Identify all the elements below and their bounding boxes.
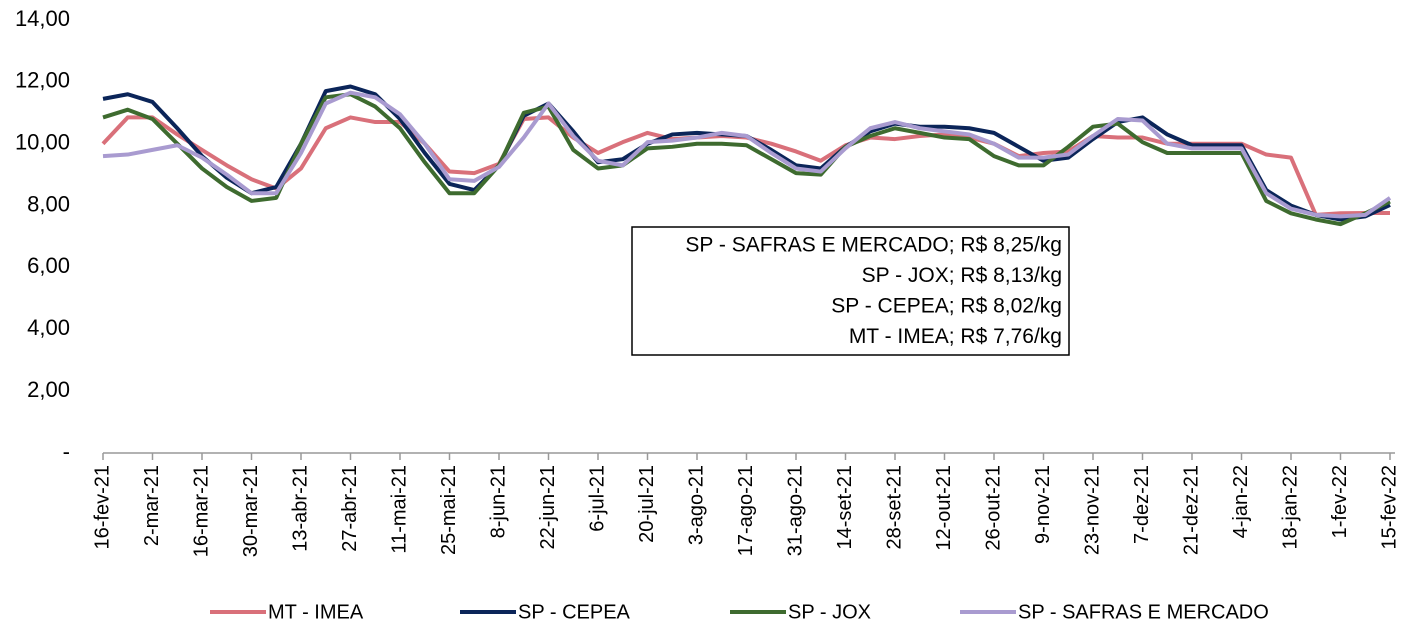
y-tick-label: 12,00 — [15, 68, 70, 93]
x-tick-label: 16-mar-21 — [190, 465, 212, 557]
x-tick-label: 20-jul-21 — [636, 465, 658, 543]
x-tick-label: 11-mai-21 — [388, 465, 410, 554]
series-line — [101, 115, 1390, 217]
x-tick-label: 3-ago-21 — [685, 465, 707, 545]
x-tick-label: 27-abr-21 — [339, 465, 361, 552]
x-tick-label: 30-mar-21 — [240, 465, 262, 557]
x-tick-label: 14-set-21 — [834, 465, 856, 550]
x-tick-label: 4-jan-22 — [1230, 465, 1252, 538]
legend-label: SP - JOX — [788, 601, 871, 623]
x-tick-label: 16-fev-21 — [91, 465, 113, 550]
annotation: MT - IMEA; R$ 7,76/kg — [849, 325, 1062, 348]
x-tick-label: 12-out-21 — [933, 465, 955, 551]
legend-label: MT - IMEA — [268, 601, 364, 623]
x-tick-label: 9-nov-21 — [1032, 465, 1054, 544]
x-tick-label: 18-jan-22 — [1279, 465, 1301, 550]
y-tick-label: 14,00 — [15, 6, 70, 31]
x-tick-label: 28-set-21 — [883, 465, 905, 550]
x-tick-label: 13-abr-21 — [289, 465, 311, 552]
x-tick-label: 23-nov-21 — [1081, 465, 1103, 555]
y-tick-label: - — [63, 439, 70, 464]
x-tick-label: 15-fev-22 — [1378, 465, 1400, 550]
legend-label: SP - CEPEA — [518, 601, 631, 623]
x-tick-label: 31-ago-21 — [784, 465, 806, 556]
x-tick-label: 6-jul-21 — [586, 465, 608, 532]
x-tick-label: 7-dez-21 — [1131, 465, 1153, 544]
legend-label: SP - SAFRAS E MERCADO — [1018, 601, 1269, 623]
y-tick-label: 4,00 — [27, 315, 70, 340]
x-tick-label: 22-jun-21 — [537, 465, 559, 550]
annotation: SP - SAFRAS E MERCADO; R$ 8,25/kg — [685, 234, 1062, 257]
x-tick-label: 8-jun-21 — [487, 465, 509, 538]
annotation-box — [631, 226, 1070, 356]
annotation: SP - CEPEA; R$ 8,02/kg — [831, 295, 1062, 318]
y-tick-label: 8,00 — [27, 191, 70, 216]
x-tick-label: 1-fev-22 — [1329, 465, 1351, 538]
x-tick-label: 2-mar-21 — [141, 465, 163, 546]
y-tick-label: 2,00 — [27, 377, 70, 402]
x-tick-label: 26-out-21 — [982, 465, 1004, 551]
x-tick-label: 21-dez-21 — [1180, 465, 1202, 555]
x-tick-label: 17-ago-21 — [735, 465, 757, 556]
y-tick-label: 6,00 — [27, 253, 70, 278]
series-line — [102, 90, 1392, 219]
y-tick-label: 10,00 — [15, 130, 70, 155]
x-tick-label: 25-mai-21 — [438, 465, 460, 555]
annotation: SP - JOX; R$ 8,13/kg — [862, 264, 1062, 287]
series-line — [102, 92, 1391, 227]
